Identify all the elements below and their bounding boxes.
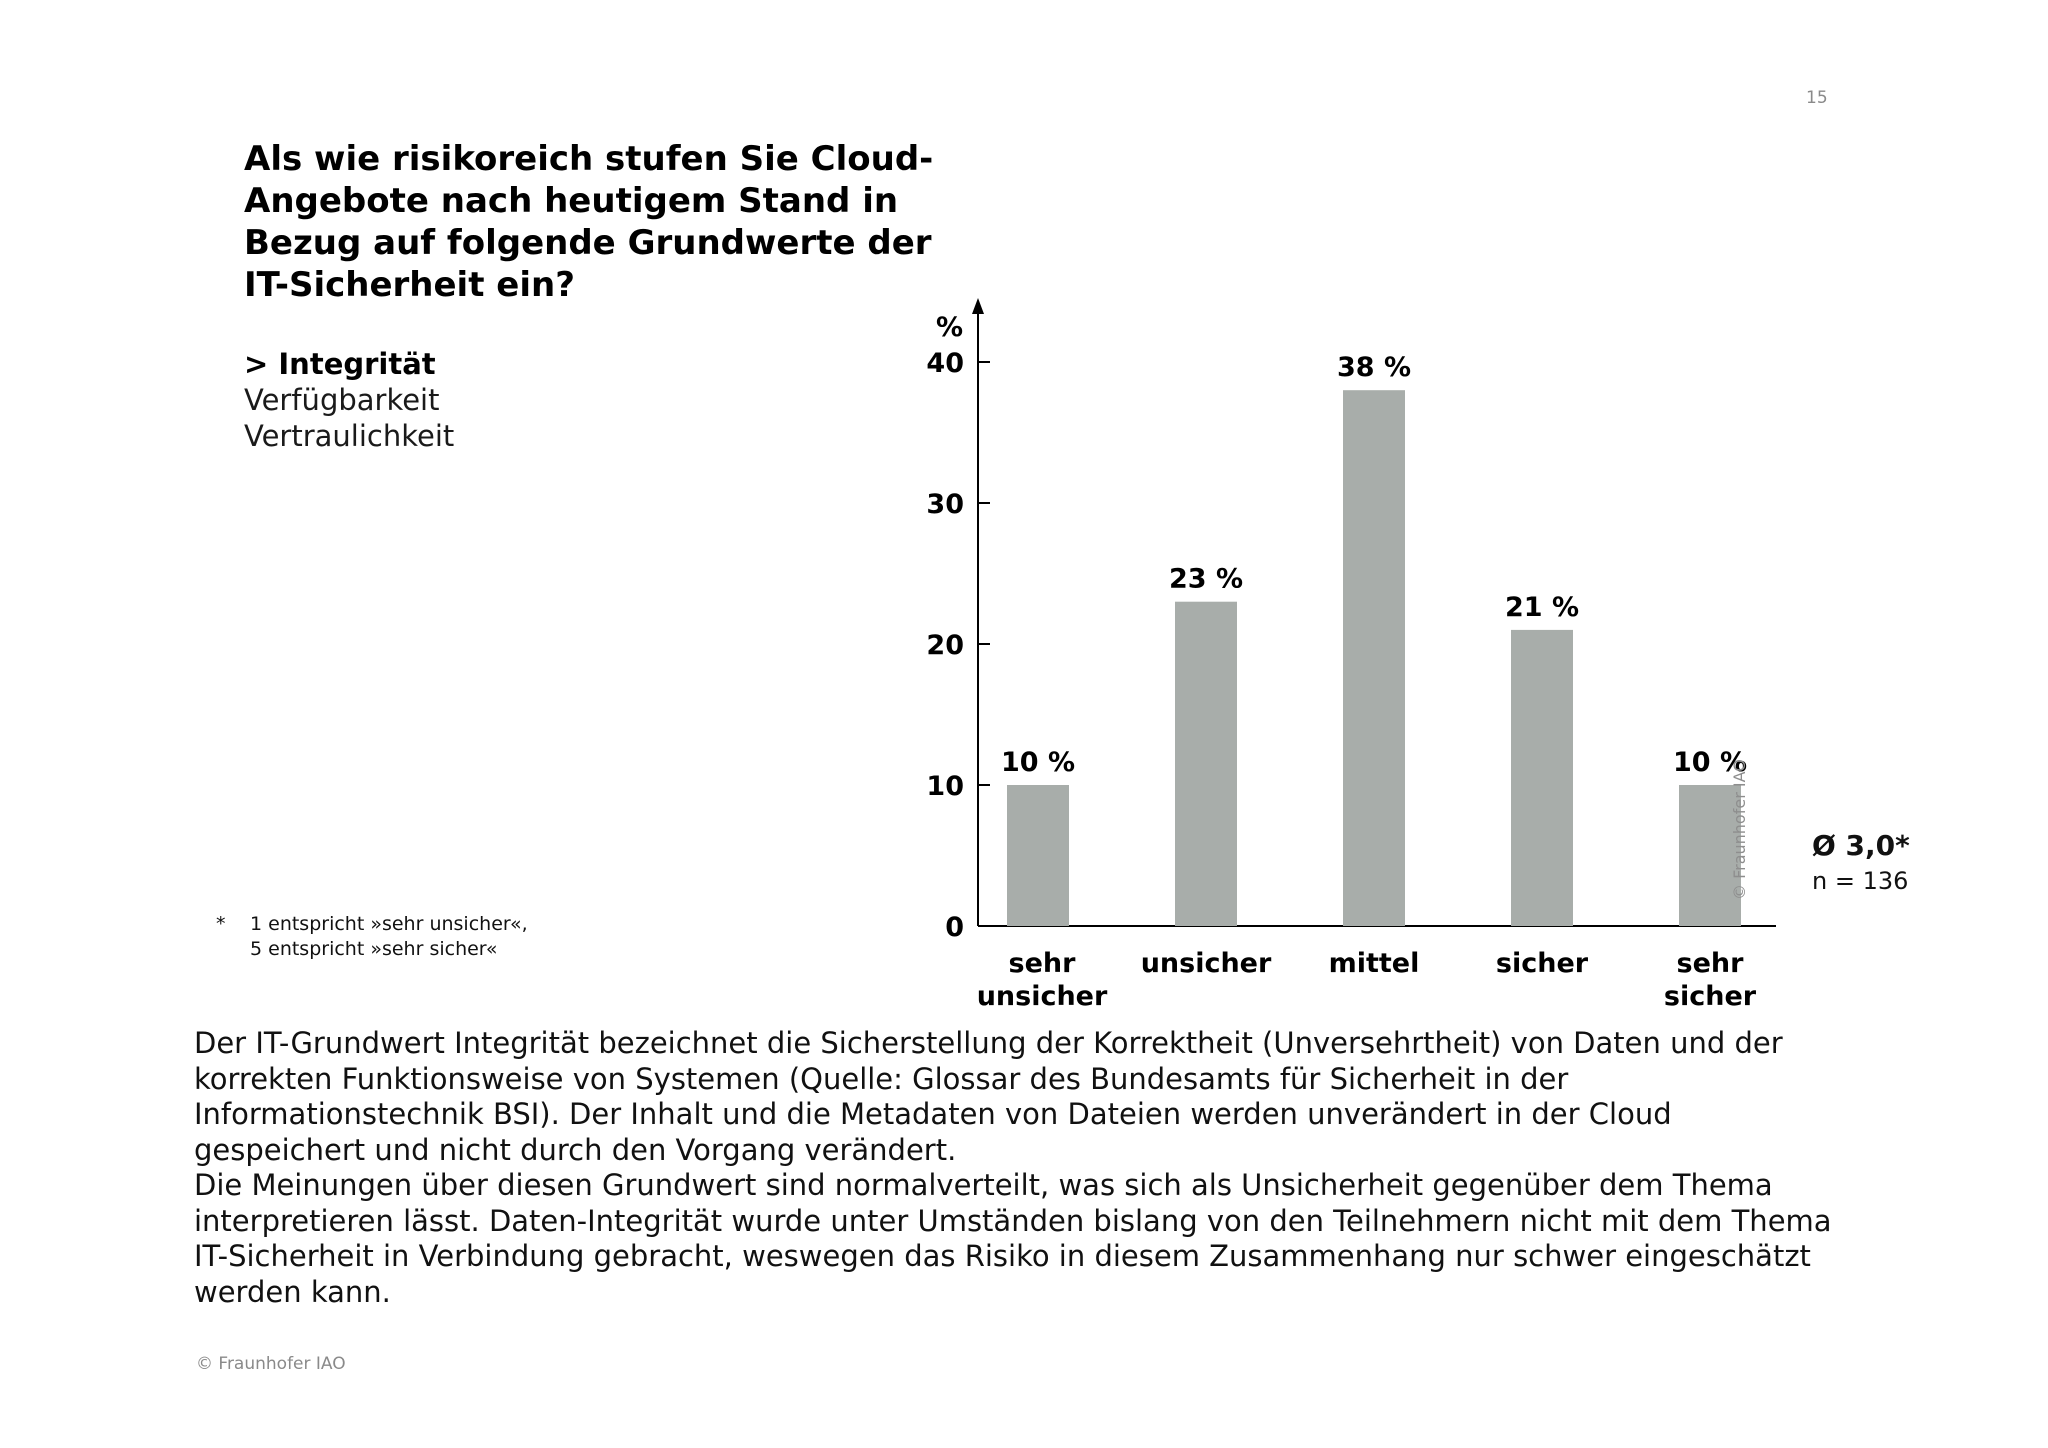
body-text: Der IT-Grundwert Integrität bezeichnet d…: [194, 1026, 1844, 1310]
criteria-item[interactable]: Vertraulichkeit: [244, 419, 455, 453]
y-tick-label: 30: [926, 489, 964, 520]
bar-value-label: 23 %: [1169, 564, 1243, 595]
x-category-label: sehr: [1009, 948, 1077, 979]
bar-value-label: 21 %: [1505, 592, 1579, 623]
y-axis-arrow: [972, 298, 984, 314]
y-tick-label: 40: [926, 348, 964, 379]
x-category-label: mittel: [1329, 948, 1420, 979]
x-category-label: sicher: [1664, 981, 1757, 1012]
chart-watermark: © Fraunhofer IAO: [1730, 759, 1749, 900]
stat-sample-size: n = 136: [1812, 867, 1909, 895]
bar: [1007, 785, 1069, 926]
body-paragraph: Der IT-Grundwert Integrität bezeichnet d…: [194, 1026, 1783, 1167]
x-category-label: unsicher: [977, 981, 1108, 1012]
y-axis-label: %: [936, 312, 963, 343]
bar: [1175, 601, 1237, 926]
x-category-label: unsicher: [1141, 948, 1272, 979]
footnote-marker: *: [216, 913, 226, 935]
y-tick-label: 0: [945, 912, 964, 943]
bar-value-label: 10 %: [1001, 747, 1075, 778]
footnote-line: 5 entspricht »sehr sicher«: [250, 938, 498, 960]
x-category-label: sicher: [1496, 948, 1589, 979]
criteria-item[interactable]: Verfügbarkeit: [244, 383, 440, 417]
body-paragraph: Die Meinungen über diesen Grundwert sind…: [194, 1168, 1832, 1309]
bar-value-label: 10 %: [1673, 747, 1747, 778]
chart-stats: Ø 3,0* n = 136: [1812, 828, 1910, 898]
stat-mean: Ø 3,0*: [1812, 829, 1910, 862]
footnote-line: 1 entspricht »sehr unsicher«,: [250, 913, 528, 935]
bar-value-label: 38 %: [1337, 352, 1411, 383]
y-tick-label: 20: [926, 630, 964, 661]
criteria-list: > Integrität Verfügbarkeit Vertraulichke…: [244, 346, 454, 454]
question-title: Als wie risikoreich stufen Sie Cloud-Ang…: [244, 139, 934, 305]
copyright: © Fraunhofer IAO: [196, 1354, 346, 1374]
bar: [1511, 629, 1573, 926]
x-category-label: sehr: [1677, 948, 1745, 979]
criteria-item-active[interactable]: > Integrität: [244, 347, 436, 381]
bar: [1679, 785, 1741, 926]
bar: [1343, 390, 1405, 926]
y-tick-label: 10: [926, 771, 964, 802]
page-number: 15: [1806, 88, 1828, 108]
